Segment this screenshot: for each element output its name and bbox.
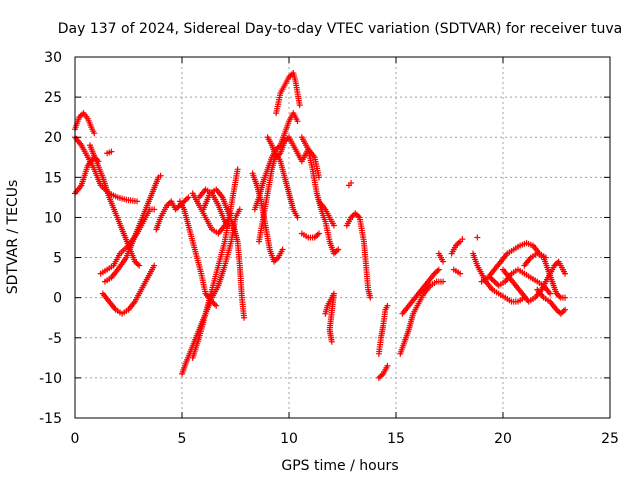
data-point [315,174,322,181]
series-arc28 [375,302,391,357]
series-arc27 [375,362,391,381]
series-arc1 [72,110,98,137]
data-point [330,222,337,229]
data-point [459,236,466,243]
data-point [241,314,248,321]
series-arc7 [99,262,158,317]
data-point [367,294,374,301]
data-point [384,302,391,309]
data-point [474,234,481,241]
y-tick-label: 5 [53,251,62,267]
data-point [108,148,115,155]
data-point [315,230,322,237]
data-point [348,179,355,186]
series-arc29 [397,278,447,357]
series-arc4 [86,142,143,269]
y-tick-label: -10 [39,371,62,387]
data-point [328,338,335,345]
data-point [294,214,301,221]
series-arc34 [474,234,481,241]
series-arc17 [251,110,301,213]
x-tick-label: 15 [387,431,405,447]
x-tick-label: 25 [601,431,619,447]
series-arc24 [322,290,337,345]
x-axis-label: GPS time / hours [281,458,398,474]
data-point [384,362,391,369]
series-arc23 [315,198,337,229]
axes: 0 5 10 15 20 25 -15 -10 -5 0 5 10 15 20 25 30 [39,50,619,447]
series-arc25 [345,179,355,189]
series-arc19 [264,134,322,181]
data-point [91,130,98,137]
data-point [296,102,303,109]
series-arc21 [298,134,342,257]
data-points [72,70,569,381]
series-arc31 [435,250,447,265]
series-arc22 [298,230,322,241]
data-point [294,118,301,125]
y-tick-label: -5 [48,331,62,347]
y-tick-label: 25 [44,90,62,106]
data-point [335,246,342,253]
series-arc33 [450,266,464,277]
y-tick-label: 0 [53,291,62,307]
data-point [562,270,569,277]
series-arc9 [153,194,192,233]
y-tick-label: 10 [44,210,62,226]
data-point [547,290,554,297]
x-tick-label: 20 [494,431,512,447]
y-tick-label: 30 [44,50,62,66]
data-point [226,222,233,229]
series-arc30 [399,266,442,317]
series-arc8 [104,148,115,157]
data-point [562,294,569,301]
y-tick-label: 15 [44,170,62,186]
data-point [151,262,158,269]
series-arc26 [343,210,374,301]
data-point [234,166,241,173]
series-arc40 [534,286,569,317]
gridlines [75,57,610,418]
data-point [134,198,141,205]
plot-frame [74,56,611,419]
x-tick-label: 5 [178,431,187,447]
chart-title: Day 137 of 2024, Sidereal Day-to-day VTE… [58,21,622,37]
data-point [457,270,464,277]
series-arc20 [273,70,303,117]
x-tick-label: 0 [71,431,80,447]
series-arc32 [448,236,466,257]
series-arc6 [101,172,164,285]
data-point [435,266,442,273]
series-arc16 [249,170,286,265]
data-point [279,246,286,253]
series-arc14 [200,186,248,321]
series-arc39 [521,250,569,301]
y-tick-label: 20 [44,130,62,146]
data-point [440,278,447,285]
data-point [440,258,447,265]
x-tick-label: 10 [280,431,298,447]
series-arc15 [196,186,233,229]
data-point [185,194,192,201]
data-point [213,302,220,309]
data-point [151,206,158,213]
data-point [157,172,164,179]
y-axis-label: SDTVAR / TECUs [5,180,21,295]
y-tick-label: -15 [39,411,62,427]
data-point [562,306,569,313]
data-point [136,262,143,269]
data-point [236,206,243,213]
